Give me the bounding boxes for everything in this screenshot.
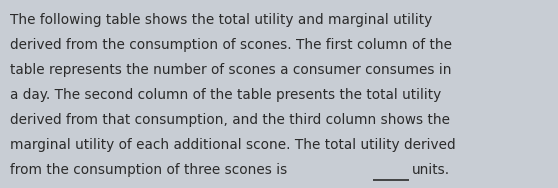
Text: derived from the consumption of scones. The first column of the: derived from the consumption of scones. …	[10, 38, 452, 52]
Text: derived from that consumption, and the third column shows the: derived from that consumption, and the t…	[10, 113, 450, 127]
Text: ____: ____	[373, 163, 401, 177]
Text: The following table shows the total utility and marginal utility: The following table shows the total util…	[10, 13, 432, 27]
Text: marginal utility of each additional scone. The total utility derived: marginal utility of each additional scon…	[10, 138, 456, 152]
Text: from the consumption of three scones is: from the consumption of three scones is	[10, 163, 292, 177]
Text: units.: units.	[412, 163, 450, 177]
Text: a day. The second column of the table presents the total utility: a day. The second column of the table pr…	[10, 88, 441, 102]
Text: table represents the number of scones a consumer consumes in: table represents the number of scones a …	[10, 63, 451, 77]
